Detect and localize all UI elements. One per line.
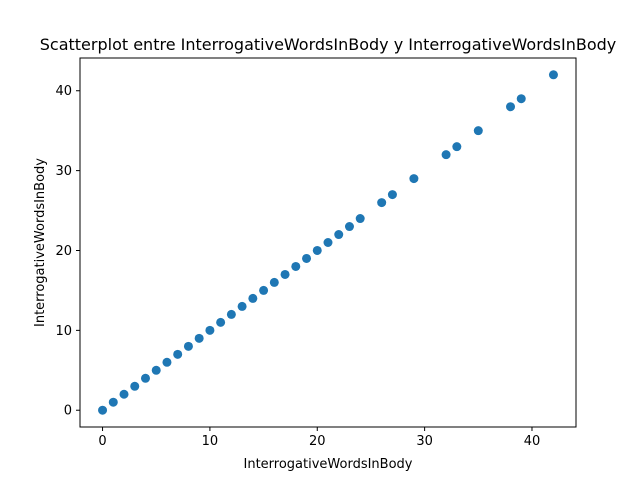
scatter-point bbox=[344, 222, 354, 232]
scatter-point bbox=[108, 397, 118, 407]
scatter-point bbox=[516, 94, 526, 104]
scatter-point bbox=[130, 381, 140, 391]
scatter-point bbox=[119, 389, 129, 399]
x-axis-ticks: 0 10 20 30 40 bbox=[98, 427, 540, 449]
scatter-point bbox=[259, 285, 269, 295]
scatter-point bbox=[387, 190, 397, 200]
y-tick-label: 20 bbox=[55, 244, 72, 259]
y-tick-label: 10 bbox=[55, 324, 72, 339]
scatter-point bbox=[216, 317, 226, 327]
x-tick-label: 40 bbox=[524, 434, 541, 449]
scatter-point bbox=[98, 405, 108, 415]
scatter-point bbox=[473, 126, 483, 136]
data-points bbox=[98, 70, 558, 415]
scatter-point bbox=[334, 230, 344, 240]
scatter-point bbox=[323, 238, 333, 247]
scatter-point bbox=[506, 102, 516, 112]
scatter-point bbox=[205, 325, 215, 335]
scatter-point bbox=[173, 349, 183, 359]
x-tick-label: 30 bbox=[416, 434, 433, 449]
y-tick-label: 40 bbox=[55, 84, 72, 99]
scatter-point bbox=[377, 198, 387, 208]
x-tick-label: 0 bbox=[98, 434, 106, 449]
scatter-point bbox=[355, 214, 365, 224]
scatter-point bbox=[548, 70, 558, 80]
scatter-point bbox=[302, 253, 312, 263]
scatter-point bbox=[151, 365, 161, 375]
x-tick-label: 10 bbox=[202, 434, 219, 449]
y-axis-ticks: 0 10 20 30 40 bbox=[55, 84, 80, 419]
scatter-point bbox=[237, 301, 247, 311]
scatter-point bbox=[291, 261, 301, 271]
y-tick-label: 0 bbox=[64, 404, 72, 419]
scatter-point bbox=[194, 333, 204, 343]
scatter-point bbox=[441, 150, 451, 160]
chart-title: Scatterplot entre InterrogativeWordsInBo… bbox=[40, 35, 617, 54]
scatter-point bbox=[312, 245, 322, 255]
scatter-point bbox=[452, 142, 462, 152]
x-tick-label: 20 bbox=[309, 434, 326, 449]
plot-frame bbox=[79, 57, 577, 428]
scatter-point bbox=[248, 293, 258, 303]
scatter-point bbox=[162, 357, 172, 367]
y-tick-label: 30 bbox=[55, 164, 72, 179]
scatter-point bbox=[409, 174, 419, 184]
y-axis-label: InterrogativeWordsInBody bbox=[33, 158, 48, 327]
scatter-point bbox=[280, 269, 290, 279]
scatter-point bbox=[269, 277, 279, 287]
x-axis-label: InterrogativeWordsInBody bbox=[244, 457, 413, 472]
scatter-point bbox=[183, 341, 193, 351]
scatter-point bbox=[226, 309, 236, 319]
scatter-point bbox=[140, 373, 150, 383]
